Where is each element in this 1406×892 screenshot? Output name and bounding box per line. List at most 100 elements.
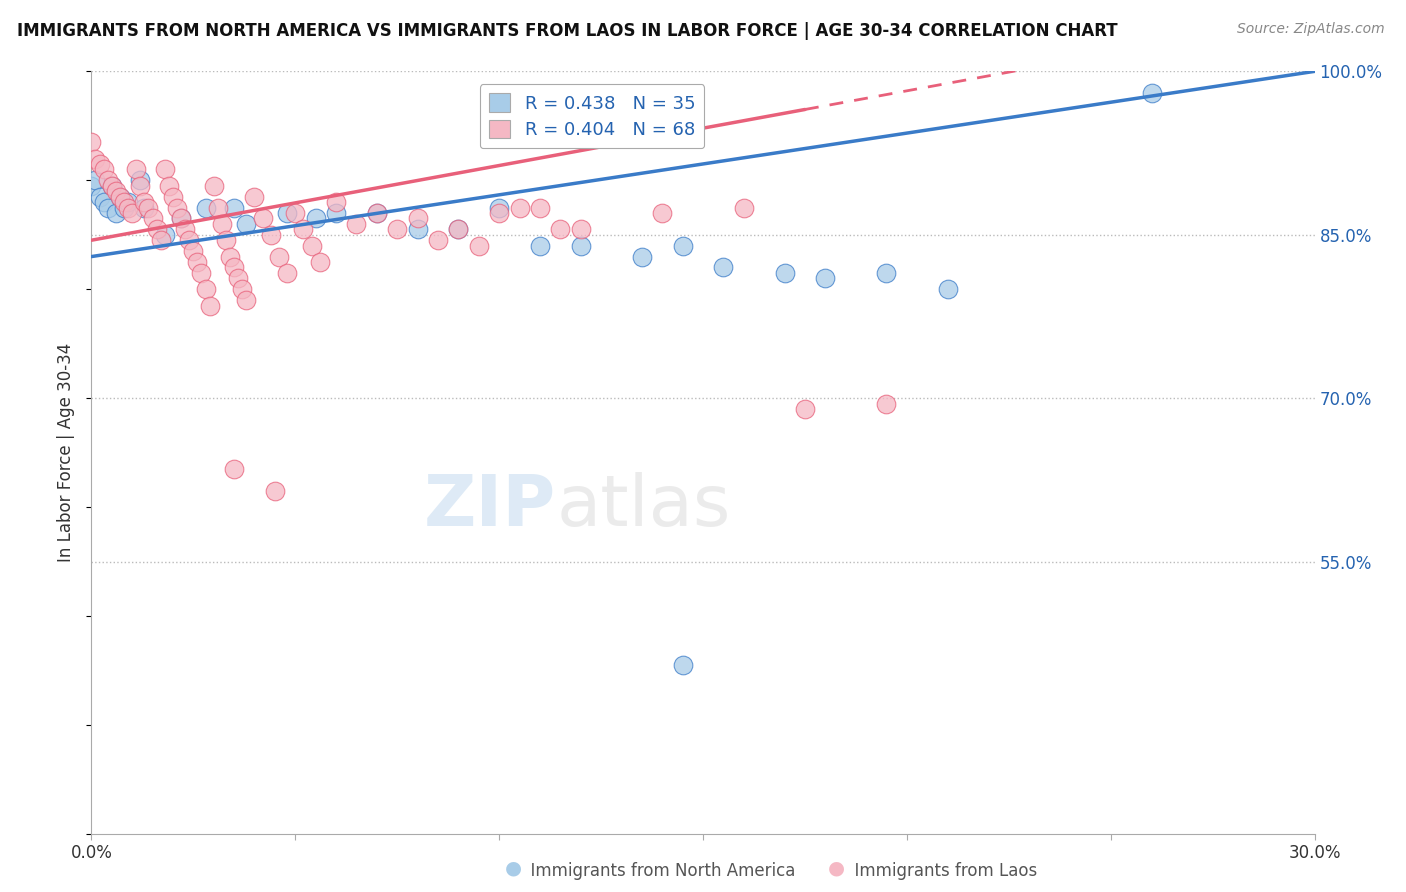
Point <box>89 189 111 203</box>
Point <box>89 157 111 171</box>
Point <box>235 217 257 231</box>
Point <box>325 206 347 220</box>
Point <box>406 211 429 226</box>
Point <box>631 250 654 264</box>
Text: ●: ● <box>828 859 845 878</box>
Point <box>793 402 815 417</box>
Point <box>125 162 148 177</box>
Point <box>207 201 229 215</box>
Point <box>97 201 120 215</box>
Point <box>134 195 156 210</box>
Point <box>153 162 176 177</box>
Point <box>112 195 135 210</box>
Point <box>325 195 347 210</box>
Text: Immigrants from Laos: Immigrants from Laos <box>844 863 1036 880</box>
Point <box>252 211 274 226</box>
Point <box>243 189 266 203</box>
Point <box>84 173 107 187</box>
Point <box>149 233 172 247</box>
Point <box>366 206 388 220</box>
Point <box>194 282 217 296</box>
Point <box>108 189 131 203</box>
Point <box>202 178 225 193</box>
Point <box>153 227 176 242</box>
Point <box>569 238 592 252</box>
Text: Immigrants from North America: Immigrants from North America <box>520 863 796 880</box>
Point <box>301 238 323 252</box>
Point <box>174 222 197 236</box>
Point <box>222 201 246 215</box>
Point <box>211 217 233 231</box>
Text: Source: ZipAtlas.com: Source: ZipAtlas.com <box>1237 22 1385 37</box>
Point <box>186 255 208 269</box>
Point <box>80 178 103 193</box>
Point <box>222 260 246 275</box>
Point <box>129 178 152 193</box>
Point <box>112 201 135 215</box>
Point <box>550 222 572 236</box>
Point <box>1140 86 1163 100</box>
Point <box>875 266 898 280</box>
Point <box>488 206 510 220</box>
Point <box>134 201 156 215</box>
Point <box>284 206 307 220</box>
Point <box>93 195 115 210</box>
Point <box>183 244 205 259</box>
Point <box>264 483 287 498</box>
Point <box>875 397 898 411</box>
Point <box>101 178 124 193</box>
Point <box>97 173 120 187</box>
Point <box>529 238 551 252</box>
Point <box>773 266 796 280</box>
Point <box>84 152 107 166</box>
Legend: R = 0.438   N = 35, R = 0.404   N = 68: R = 0.438 N = 35, R = 0.404 N = 68 <box>479 84 704 148</box>
Point <box>651 206 673 220</box>
Point <box>104 206 127 220</box>
Point <box>235 293 257 307</box>
Point <box>308 255 330 269</box>
Point <box>194 201 217 215</box>
Point <box>129 173 152 187</box>
Point <box>117 201 139 215</box>
Point <box>190 266 212 280</box>
Point <box>814 271 837 285</box>
Point <box>672 238 695 252</box>
Point <box>170 211 193 226</box>
Point <box>385 222 409 236</box>
Point <box>231 282 253 296</box>
Point <box>117 195 139 210</box>
Point <box>346 217 368 231</box>
Point <box>104 184 127 198</box>
Text: ZIP: ZIP <box>425 472 557 541</box>
Point <box>141 211 163 226</box>
Point <box>93 162 115 177</box>
Point <box>406 222 429 236</box>
Point <box>198 299 221 313</box>
Point <box>276 266 298 280</box>
Point <box>162 189 184 203</box>
Point <box>569 222 592 236</box>
Text: ●: ● <box>505 859 522 878</box>
Point <box>711 260 734 275</box>
Y-axis label: In Labor Force | Age 30-34: In Labor Force | Age 30-34 <box>58 343 76 562</box>
Point <box>304 211 326 226</box>
Text: IMMIGRANTS FROM NORTH AMERICA VS IMMIGRANTS FROM LAOS IN LABOR FORCE | AGE 30-34: IMMIGRANTS FROM NORTH AMERICA VS IMMIGRA… <box>17 22 1118 40</box>
Point <box>447 222 470 236</box>
Point <box>145 222 167 236</box>
Point <box>101 178 124 193</box>
Point <box>936 282 959 296</box>
Point <box>276 206 298 220</box>
Point <box>80 135 103 149</box>
Point <box>108 189 131 203</box>
Point <box>179 233 201 247</box>
Point <box>157 178 180 193</box>
Point <box>267 250 290 264</box>
Point <box>509 201 531 215</box>
Point <box>467 238 491 252</box>
Point <box>427 233 450 247</box>
Point <box>222 462 246 476</box>
Point <box>733 201 755 215</box>
Point <box>529 201 551 215</box>
Point <box>170 211 193 226</box>
Point <box>166 201 188 215</box>
